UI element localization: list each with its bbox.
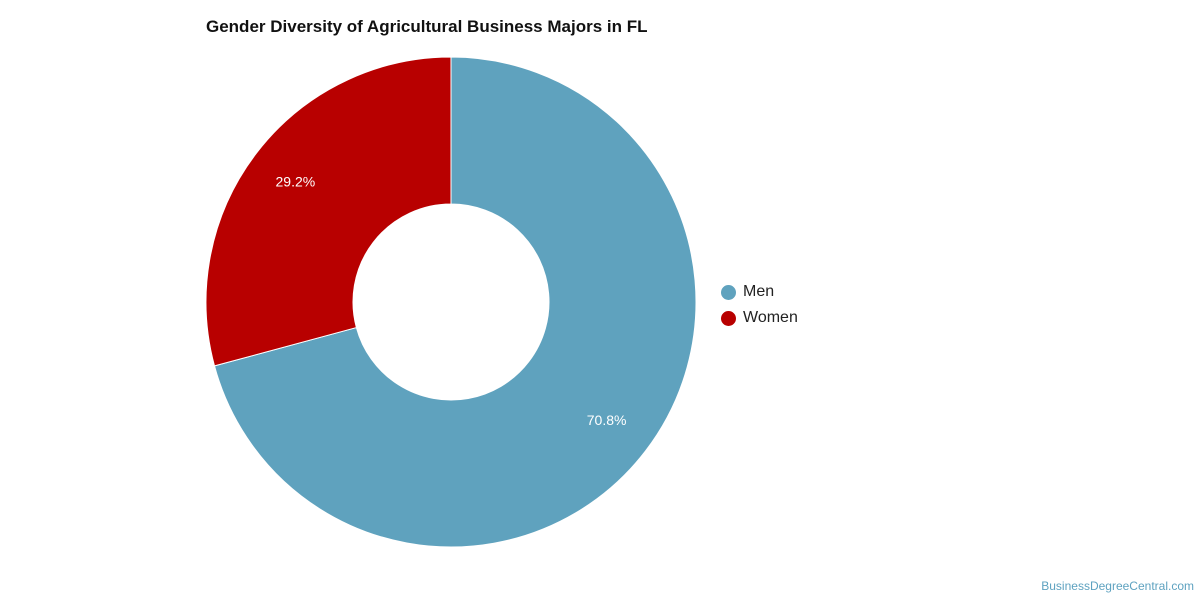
data-label-men: 70.8% xyxy=(587,412,627,428)
legend: Men Women xyxy=(721,279,798,331)
legend-label-men: Men xyxy=(743,283,775,300)
slice-women[interactable] xyxy=(205,56,452,367)
legend-label-women: Women xyxy=(743,309,798,326)
chart-title: Gender Diversity of Agricultural Busines… xyxy=(206,17,648,36)
legend-swatch-women xyxy=(721,310,736,326)
legend-swatch-men xyxy=(721,284,736,300)
data-label-women: 29.2% xyxy=(276,174,316,190)
slice-men[interactable] xyxy=(213,56,697,548)
watermark: BusinessDegreeCentral.com xyxy=(1041,579,1194,593)
legend-item-women[interactable]: Women xyxy=(721,305,798,331)
legend-item-men[interactable]: Men xyxy=(721,279,798,305)
